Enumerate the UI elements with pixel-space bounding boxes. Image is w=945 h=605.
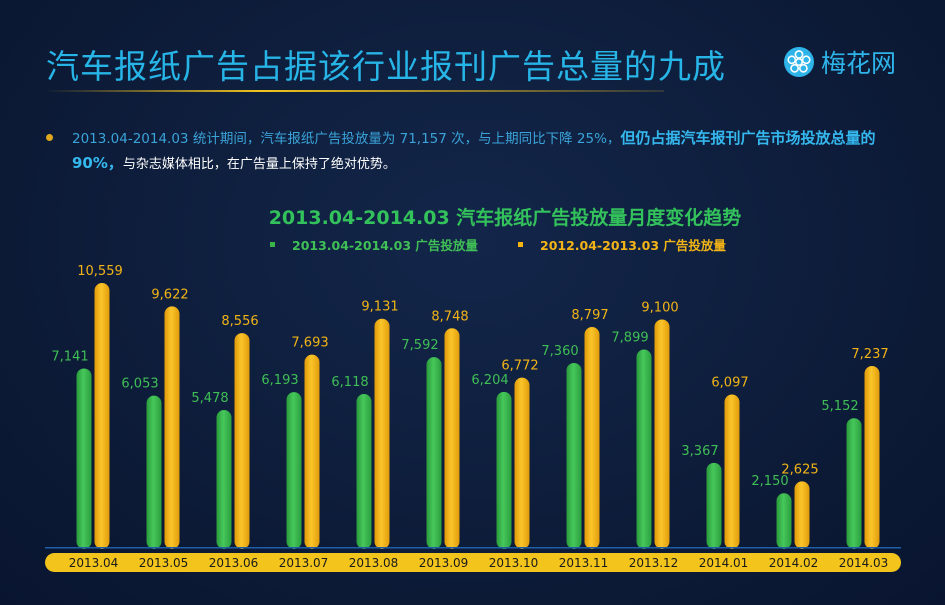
data-label-s0-2014.01: 3,367 (681, 444, 718, 459)
x-tick-label-2014.01: 2014.01 (699, 556, 749, 570)
data-label-s1-2013.05: 9,622 (151, 287, 188, 302)
data-label-s0-2013.04: 7,141 (51, 349, 88, 364)
data-label-s0-2014.03: 5,152 (821, 399, 858, 414)
page-title: 汽车报纸广告占据该行业报刊广告总量的九成 (46, 47, 726, 86)
x-tick-label-2013.12: 2013.12 (629, 556, 679, 570)
bar-s0-2013.12 (636, 349, 652, 549)
x-tick-label-2013.07: 2013.07 (279, 556, 329, 570)
bar-s1-2013.06 (234, 333, 250, 549)
bar-s1-2014.03 (864, 366, 880, 549)
data-label-s1-2014.02: 2,625 (781, 462, 818, 477)
bar-s1-2013.09 (444, 328, 460, 549)
bar-s0-2013.05 (146, 395, 162, 549)
meihua-logo-icon (784, 47, 814, 77)
bar-s0-2013.10 (496, 391, 512, 549)
data-label-s0-2014.02: 2,150 (751, 474, 788, 489)
title-underline (44, 90, 664, 92)
x-tick-label-2013.06: 2013.06 (209, 556, 259, 570)
data-label-s1-2013.04: 10,559 (77, 264, 123, 279)
bar-s0-2013.07 (286, 392, 302, 549)
logo: 梅花网 (783, 44, 896, 80)
data-label-s1-2013.11: 8,797 (571, 308, 608, 323)
legend-label-0: 2013.04-2014.03 广告投放量 (292, 238, 478, 253)
intro-text-tail: 与杂志媒体相比，在广告量上保持了绝对优势。 (122, 157, 396, 172)
data-label-s0-2013.08: 6,118 (331, 375, 368, 390)
legend-marker-1 (518, 242, 523, 247)
data-label-s0-2013.05: 6,053 (121, 377, 158, 392)
bar-s0-2013.11 (566, 362, 582, 549)
data-label-s0-2013.11: 7,360 (541, 344, 578, 359)
x-tick-label-2013.05: 2013.05 (139, 556, 189, 570)
bar-s0-2014.03 (846, 418, 862, 549)
bar-s0-2014.02 (776, 493, 792, 549)
bar-s1-2013.11 (584, 327, 600, 549)
bullet-dot (46, 134, 53, 141)
x-tick-label-2013.11: 2013.11 (559, 556, 609, 570)
intro-paragraph: 2013.04-2014.03 统计期间，汽车报纸广告投放量为 71,157 次… (46, 126, 908, 177)
x-tick-label-2014.03: 2014.03 (839, 556, 889, 570)
bar-s1-2014.02 (794, 481, 810, 549)
bar-s1-2013.05 (164, 306, 180, 549)
bar-s0-2013.09 (426, 357, 442, 549)
bar-s1-2013.08 (374, 318, 390, 549)
data-label-s1-2013.12: 9,100 (641, 300, 678, 315)
data-label-s1-2013.10: 6,772 (501, 359, 538, 374)
legend-label-1: 2012.04-2013.03 广告投放量 (540, 238, 726, 253)
x-axis-labels: 2013.04 2013.05 2013.06 2013.07 2013.08 2013.… (69, 556, 889, 570)
chart-legend: 2013.04-2014.03 广告投放量 2012.04-2013.03 广告投… (270, 238, 726, 253)
legend-marker-0 (270, 242, 275, 247)
data-label-s1-2014.01: 6,097 (711, 376, 748, 391)
data-label-s1-2014.03: 7,237 (851, 347, 888, 362)
chart-bars: 7,141 10,559 6,053 9,622 5,478 8,556 6,193 7,69… (51, 264, 889, 549)
bar-s1-2013.10 (514, 377, 530, 549)
intro-text-strong: 但仍占据汽车报刊广告市场投放总量的 90%， (72, 129, 876, 172)
data-label-s0-2013.12: 7,899 (611, 331, 648, 346)
x-tick-label-2014.02: 2014.02 (769, 556, 819, 570)
data-label-s0-2013.09: 7,592 (401, 338, 438, 353)
data-label-s1-2013.07: 7,693 (291, 336, 328, 351)
chart-title: 2013.04-2014.03 汽车报纸广告投放量月度变化趋势 (269, 206, 742, 229)
bar-s0-2014.01 (706, 462, 722, 549)
x-tick-label-2013.09: 2013.09 (419, 556, 469, 570)
logo-text: 梅花网 (821, 49, 897, 78)
data-label-s0-2013.10: 6,204 (471, 373, 508, 388)
x-tick-label-2013.04: 2013.04 (69, 556, 119, 570)
x-axis-band (45, 553, 901, 572)
data-label-s1-2013.08: 9,131 (361, 300, 398, 315)
bar-s1-2013.04 (94, 283, 110, 549)
intro-text-normal: 2013.04-2014.03 统计期间，汽车报纸广告投放量为 71,157 次… (72, 131, 621, 147)
data-label-s0-2013.06: 5,478 (191, 391, 228, 406)
x-tick-label-2013.08: 2013.08 (349, 556, 399, 570)
bar-s0-2013.04 (76, 368, 92, 549)
bar-s1-2013.12 (654, 319, 670, 549)
x-tick-label-2013.10: 2013.10 (489, 556, 539, 570)
data-label-s1-2013.06: 8,556 (221, 314, 258, 329)
bar-s0-2013.08 (356, 394, 372, 549)
axis-line (45, 547, 901, 549)
data-label-s0-2013.07: 6,193 (261, 373, 298, 388)
bar-s1-2014.01 (724, 394, 740, 549)
bar-s1-2013.07 (304, 354, 320, 549)
data-label-s1-2013.09: 8,748 (431, 309, 468, 324)
bar-s0-2013.06 (216, 410, 232, 549)
